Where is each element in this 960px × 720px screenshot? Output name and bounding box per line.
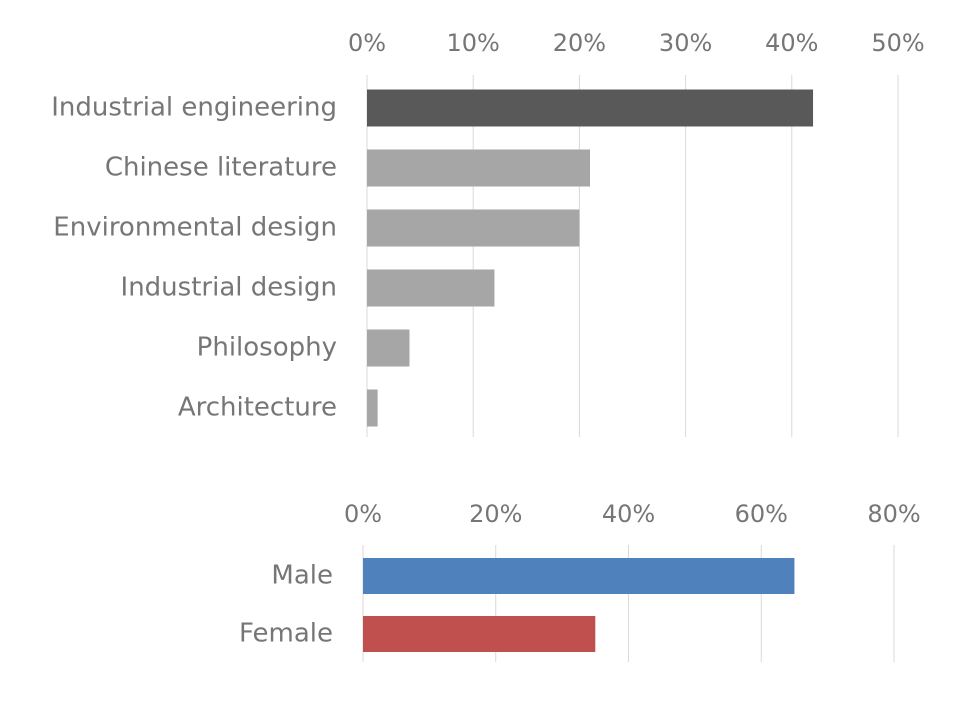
category-label: Industrial design xyxy=(121,273,337,303)
x-tick-label: 20% xyxy=(553,29,606,57)
bar xyxy=(367,209,580,247)
bar xyxy=(363,616,596,652)
bar xyxy=(363,558,795,594)
x-tick-label: 40% xyxy=(602,500,655,528)
bar xyxy=(367,149,591,187)
bar xyxy=(367,89,814,127)
category-label: Male xyxy=(271,561,333,591)
x-tick-label: 80% xyxy=(867,500,920,528)
category-label: Female xyxy=(239,619,333,649)
bar xyxy=(367,329,410,367)
category-label: Industrial engineering xyxy=(51,93,337,123)
x-tick-label: 50% xyxy=(871,29,924,57)
x-tick-label: 20% xyxy=(469,500,522,528)
category-label: Philosophy xyxy=(197,333,337,363)
bar xyxy=(367,269,495,307)
category-label: Environmental design xyxy=(53,213,337,243)
x-tick-label: 40% xyxy=(765,29,818,57)
x-tick-label: 10% xyxy=(447,29,500,57)
x-tick-label: 30% xyxy=(659,29,712,57)
category-label: Architecture xyxy=(178,393,337,423)
x-tick-label: 60% xyxy=(735,500,788,528)
bar xyxy=(367,389,378,427)
x-tick-label: 0% xyxy=(344,500,382,528)
x-tick-label: 0% xyxy=(348,29,386,57)
category-label: Chinese literature xyxy=(105,153,337,183)
